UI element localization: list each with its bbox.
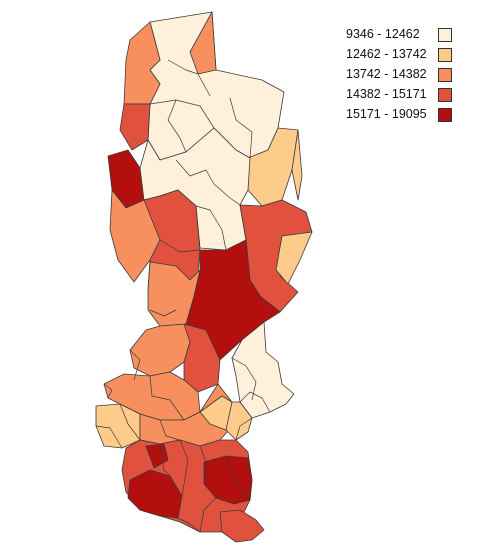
map-region-mid-east-light xyxy=(231,321,295,419)
map-region-north-west-strip xyxy=(119,103,151,151)
legend-item: 9346 - 12462 xyxy=(346,27,456,47)
district-boundary-line xyxy=(103,383,113,399)
district-boundary-line xyxy=(199,497,217,533)
district-boundary-line xyxy=(235,417,253,441)
map-region-lower-west-light xyxy=(95,403,141,449)
map-region-south-tip-red xyxy=(219,509,265,543)
district-boundary-line xyxy=(177,517,201,533)
map-region-mid-left-orange xyxy=(129,323,191,377)
legend-swatch xyxy=(438,88,452,102)
district-boundary-line xyxy=(229,97,253,159)
district-boundaries xyxy=(95,59,271,533)
district-boundary-line xyxy=(239,391,271,413)
district-boundary-line xyxy=(159,443,171,477)
legend-item: 15171 - 19095 xyxy=(346,107,456,127)
legend-label: 12462 - 13742 xyxy=(346,47,427,61)
district-boundary-line xyxy=(149,309,177,317)
district-boundary-line xyxy=(225,455,251,501)
legend-swatch xyxy=(438,108,452,122)
district-boundary-line xyxy=(231,357,257,401)
district-boundary-line xyxy=(149,375,185,421)
district-boundary-line xyxy=(159,239,201,253)
legend-label: 9346 - 12462 xyxy=(346,27,420,41)
map-region-north-peak-east xyxy=(189,11,217,75)
district-boundary-line xyxy=(119,403,141,441)
legend-item: 14382 - 15171 xyxy=(346,87,456,107)
legend-swatch xyxy=(438,28,452,42)
district-boundary-line xyxy=(95,425,123,449)
legend: 9346 - 12462 12462 - 13742 13742 - 14382… xyxy=(346,27,456,127)
map-region-center-orange-strip xyxy=(147,261,201,327)
district-boundary-line xyxy=(213,183,241,206)
district-boundary-line xyxy=(149,99,215,129)
district-boundary-line xyxy=(159,419,181,441)
district-boundary-line xyxy=(195,205,227,251)
map-region-east-light-strip xyxy=(275,129,313,285)
district-boundary-line xyxy=(175,159,215,185)
legend-label: 14382 - 15171 xyxy=(346,87,427,101)
district-boundary-line xyxy=(167,99,187,153)
legend-item: 12462 - 13742 xyxy=(346,47,456,67)
legend-label: 15171 - 19095 xyxy=(346,107,427,121)
legend-label: 13742 - 14382 xyxy=(346,67,427,81)
legend-swatch xyxy=(438,68,452,82)
legend-item: 13742 - 14382 xyxy=(346,67,456,87)
district-boundary-line xyxy=(167,59,211,97)
map-regions xyxy=(95,11,313,543)
district-boundary-line xyxy=(179,439,189,497)
district-boundary-line xyxy=(199,445,207,485)
map-region-north-peak-west xyxy=(123,21,161,105)
district-boundary-line xyxy=(129,349,141,381)
legend-swatch xyxy=(438,48,452,62)
